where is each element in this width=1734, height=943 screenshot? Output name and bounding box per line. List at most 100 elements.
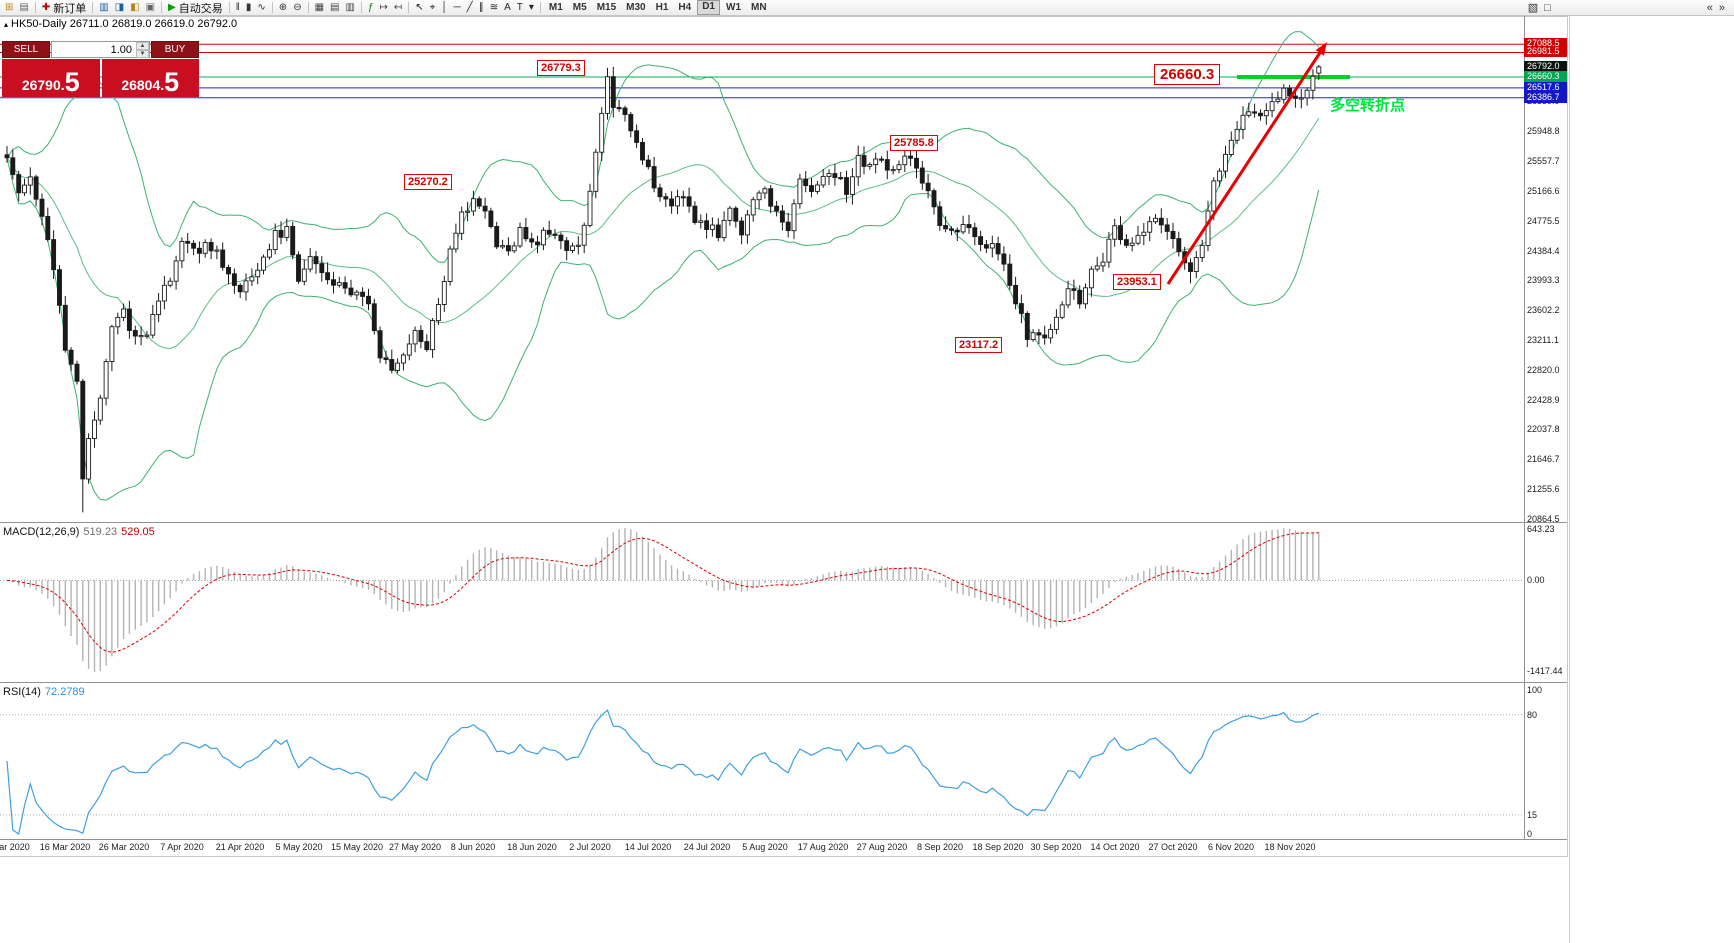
market-watch-icon[interactable]: ▥ xyxy=(96,1,111,15)
sell-price-pip: 5 xyxy=(64,67,80,97)
fibonacci-icon[interactable]: ≋ xyxy=(487,1,501,15)
buy-price-button[interactable]: 26804. 5 xyxy=(101,59,199,97)
date-axis-label: 27 Oct 2020 xyxy=(1148,842,1198,852)
date-axis-label: 24 Jul 2020 xyxy=(683,842,731,852)
macd-scale-max: 643.23 xyxy=(1527,524,1555,534)
arrows-icon: ▾ xyxy=(528,1,534,13)
price-axis-label: 21646.7 xyxy=(1527,454,1560,464)
rsi-pane[interactable] xyxy=(0,709,1524,836)
price-callout-label[interactable]: 23953.1 xyxy=(1113,274,1161,290)
crosshair-icon[interactable]: ⌖ xyxy=(427,1,439,15)
auto-trading-button: ▶ xyxy=(168,1,176,13)
trendline-icon[interactable]: ╱ xyxy=(464,1,476,15)
zoom-out-icon[interactable]: ⊖ xyxy=(290,1,304,15)
scroll-left-icon[interactable]: « xyxy=(1706,1,1713,14)
price-callout-label[interactable]: 26779.3 xyxy=(537,60,585,76)
buy-button[interactable]: BUY xyxy=(151,41,199,58)
auto-scroll-icon[interactable]: ↦ xyxy=(377,1,391,15)
timeframe-h1-button[interactable]: H1 xyxy=(655,2,669,13)
tile-windows-icon[interactable]: ▦ xyxy=(312,1,327,15)
vertical-line-icon[interactable]: │ xyxy=(438,1,450,15)
line-chart-icon[interactable]: ∿ xyxy=(254,1,268,15)
symbol-marker-icon: ▴ xyxy=(4,20,9,29)
sell-button[interactable]: SELL xyxy=(2,41,50,58)
timeframe-d1-button[interactable]: D1 xyxy=(697,0,720,15)
price-axis-label: 23211.1 xyxy=(1527,335,1559,345)
hk50-daily-chart[interactable] xyxy=(0,0,1568,860)
right-empty-area xyxy=(1569,16,1734,943)
horizontal-level-lines[interactable] xyxy=(0,43,1524,99)
timeframe-w1-button[interactable]: W1 xyxy=(726,2,741,13)
profiles-icon[interactable]: ▤ xyxy=(16,1,31,15)
data-window-icon[interactable]: ◨ xyxy=(112,1,127,15)
price-axis-label: 24775.5 xyxy=(1527,216,1560,226)
key-level-label[interactable]: 26660.3 xyxy=(1154,64,1221,85)
scroll-right-icon[interactable]: » xyxy=(1718,1,1725,14)
candlestick-chart-icon[interactable]: ▮ xyxy=(243,1,255,15)
volume-up-icon[interactable]: ▲ xyxy=(136,42,149,50)
volume-input[interactable] xyxy=(52,42,149,57)
price-callout-label[interactable]: 25270.2 xyxy=(404,174,452,190)
date-axis-label: 16 Mar 2020 xyxy=(39,842,91,852)
date-axis-label: 21 Apr 2020 xyxy=(215,842,265,852)
timeframe-m1-button[interactable]: M1 xyxy=(548,2,563,13)
horizontal-line-icon[interactable]: ─ xyxy=(451,1,464,15)
full-window-icon[interactable]: □ xyxy=(1544,1,1551,14)
macd-pane[interactable] xyxy=(0,528,1524,672)
price-axis-label: 22820.0 xyxy=(1527,365,1560,375)
toolbar-separator xyxy=(408,2,410,13)
label-icon[interactable]: T xyxy=(514,1,526,15)
price-callout-label[interactable]: 23117.2 xyxy=(955,337,1003,353)
chart-symbol: HK50-Daily xyxy=(11,18,67,30)
volume-box: ▲ ▼ xyxy=(51,41,150,58)
navigator-icon: ◧ xyxy=(130,1,140,13)
timeframe-m15-button[interactable]: M15 xyxy=(596,2,617,13)
toolbar-separator xyxy=(161,2,163,13)
new-order-button: ✚ xyxy=(41,1,51,13)
date-axis-label: 8 Jun 2020 xyxy=(450,842,496,852)
price-axis-label: 25557.7 xyxy=(1527,156,1560,166)
rsi-scale-label: 100 xyxy=(1527,685,1543,695)
date-axis-label: 18 Jun 2020 xyxy=(507,842,557,852)
rsi-scale-label: 15 xyxy=(1527,810,1538,820)
date-axis-label: 2 Jul 2020 xyxy=(569,842,611,852)
price-callout-label[interactable]: 25785.8 xyxy=(890,135,938,151)
text-icon[interactable]: A xyxy=(501,1,514,15)
cascade-windows-icon[interactable]: ▤ xyxy=(327,1,342,15)
auto-trading-button[interactable]: ▶ 自动交易 xyxy=(165,1,226,15)
toolbar-separator xyxy=(307,2,309,13)
price-axis-label: 22037.8 xyxy=(1527,424,1560,434)
trend-note[interactable]: 多空转折点 xyxy=(1330,97,1406,114)
new-chart-icon[interactable]: ⊞ xyxy=(2,1,16,15)
toolbar-separator xyxy=(271,2,273,13)
arrows-icon[interactable]: ▾ xyxy=(526,1,537,15)
new-order-button[interactable]: ✚ 新订单 xyxy=(39,1,89,15)
chart-shift-icon[interactable]: ↤ xyxy=(391,1,405,15)
navigator-icon[interactable]: ◧ xyxy=(127,1,142,15)
terminal-icon[interactable]: ▣ xyxy=(143,1,158,15)
toolbar-separator xyxy=(228,2,230,13)
macd-signal-line xyxy=(6,532,1319,653)
price-axis-label: 22428.9 xyxy=(1527,395,1560,405)
macd-scale-zero: 0.00 xyxy=(1527,575,1545,585)
candles-layer xyxy=(4,64,1322,513)
timeframe-mn-button[interactable]: MN xyxy=(751,2,767,13)
timeframe-h4-button[interactable]: H4 xyxy=(678,2,692,13)
sell-price-button[interactable]: 26790. 5 xyxy=(2,59,100,97)
bar-chart-icon[interactable]: ‖ xyxy=(233,1,243,15)
fibonacci-icon: ≋ xyxy=(489,1,499,13)
timeframe-m30-button[interactable]: M30 xyxy=(626,2,646,13)
indicators-icon[interactable]: ƒ xyxy=(365,1,377,15)
channel-icon[interactable]: ∥ xyxy=(476,1,487,15)
templates-icon[interactable]: ▧ xyxy=(1527,2,1539,14)
arrange-windows-icon[interactable]: ▥ xyxy=(342,1,357,15)
label-icon: T xyxy=(516,1,523,13)
rsi-scale-label: 80 xyxy=(1527,710,1538,720)
volume-down-icon[interactable]: ▼ xyxy=(136,50,149,58)
buy-price-pip: 5 xyxy=(164,67,180,97)
date-axis-label: 5 Aug 2020 xyxy=(742,842,788,852)
cursor-icon[interactable]: ↖ xyxy=(412,1,426,15)
trend-arrow[interactable] xyxy=(1166,42,1327,285)
timeframe-m5-button[interactable]: M5 xyxy=(572,2,587,13)
zoom-in-icon[interactable]: ⊕ xyxy=(276,1,290,15)
